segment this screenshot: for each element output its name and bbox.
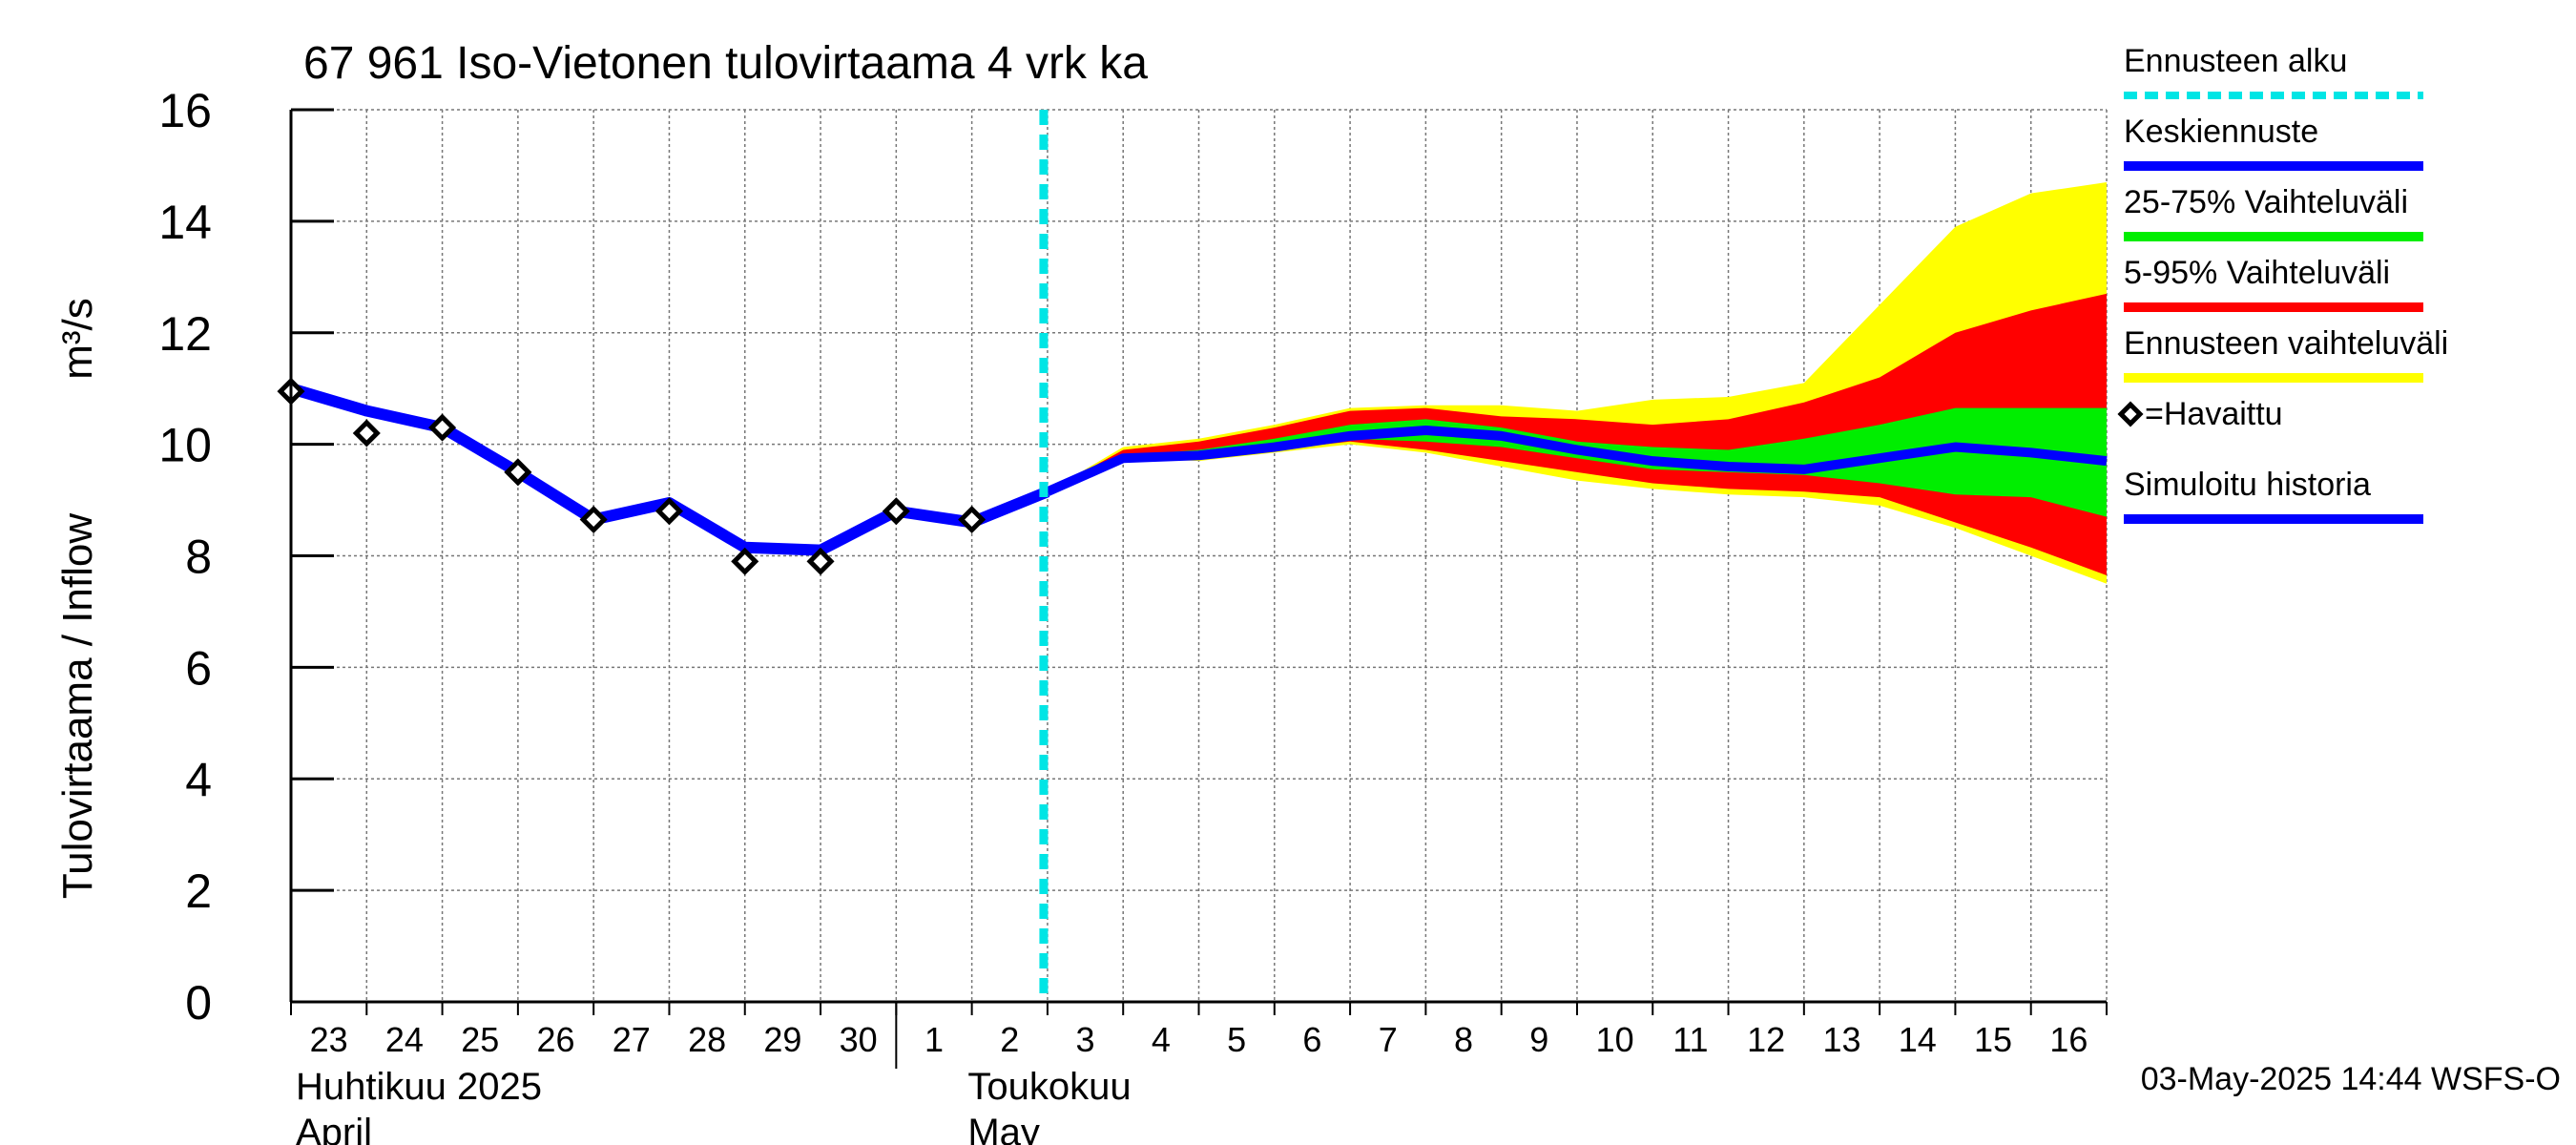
x-tick-label: 26 [536,1020,574,1059]
x-tick-label: 2 [1000,1020,1019,1059]
y-tick-label: 0 [185,976,212,1030]
x-tick-label: 13 [1822,1020,1860,1059]
y-axis: 0 2 4 6 8 10 12 14 16 [158,84,334,1030]
x-tick-label: 30 [840,1020,878,1059]
x-tick-label: 24 [385,1020,424,1059]
x-tick-label: 15 [1974,1020,2012,1059]
y-tick-label: 14 [158,196,212,249]
x-tick-label: 25 [461,1020,499,1059]
band-25-75-vaihteluv-li [1047,407,2107,517]
band-5-95-vaihteluv-li [1047,293,2107,575]
x-tick-label: 28 [688,1020,726,1059]
y-tick-label: 4 [185,753,212,806]
simulated-history-line [289,383,1050,556]
month-label-fi: Huhtikuu 2025 [296,1066,542,1108]
observed-point [504,458,532,487]
x-tick-label: 4 [1152,1020,1171,1059]
x-tick-label: 7 [1379,1020,1398,1059]
month-label-en: May [967,1112,1040,1145]
observed-point [882,497,910,526]
y-tick-label: 12 [158,307,212,361]
timestamp: 03-May-2025 14:44 WSFS-O [2141,1061,2561,1097]
legend-label: 25-75% Vaihteluväli [2124,184,2408,220]
plot-area [277,109,2108,1002]
x-tick-label: 10 [1596,1020,1634,1059]
x-tick-label: 12 [1747,1020,1785,1059]
month-label-fi: Toukokuu [967,1066,1131,1108]
legend-label: Ennusteen alku [2124,43,2347,79]
x-axis: 23 24 25 26 27 28 29 30 1 2 3 4 5 6 7 8 9 10 11 12 13 14 15 16H… [290,1000,2108,1145]
x-tick-label: 5 [1227,1020,1246,1059]
y-tick-label: 6 [185,641,212,695]
legend-label: Keskiennuste [2124,114,2318,150]
observed-point [731,547,759,575]
x-tick-label: 3 [1076,1020,1095,1059]
x-tick-label: 23 [310,1020,348,1059]
legend-label: 5-95% Vaihteluväli [2124,255,2390,291]
month-label-en: April [296,1112,372,1145]
observed-point [806,547,835,575]
legend-label: Simuloitu historia [2124,467,2371,503]
x-tick-label: 6 [1302,1020,1321,1059]
mean-forecast-line [1045,426,2108,496]
observed-point [352,419,381,448]
y-tick-label: 2 [185,864,212,918]
y-tick-label: 8 [185,531,212,584]
observed-point [654,497,683,526]
legend: Ennusteen alku Keskiennuste 25-75% Vaihtel… [2117,43,2448,524]
x-tick-label: 14 [1899,1020,1937,1059]
x-tick-label: 9 [1529,1020,1548,1059]
x-tick-label: 1 [924,1020,944,1059]
observed-point [428,413,457,442]
y-tick-label: 10 [158,419,212,472]
y-axis-label: Tulovirtaama / Inflow [54,513,101,900]
x-tick-label: 27 [613,1020,651,1059]
observed-point [958,505,987,534]
y-axis-unit: m³/s [54,298,101,380]
y-tick-label: 16 [158,84,212,137]
x-tick-label: 8 [1454,1020,1473,1059]
x-tick-label: 16 [2049,1020,2088,1059]
legend-marker-observed [2117,401,2144,427]
x-tick-label: 29 [763,1020,801,1059]
chart-title: 67 961 Iso-Vietonen tulovirtaama 4 vrk k… [303,38,1148,89]
legend-label: Ennusteen vaihteluväli [2124,325,2448,362]
observed-point [579,505,608,534]
x-tick-label: 11 [1672,1020,1708,1059]
legend-label: =Havaittu [2145,396,2283,432]
